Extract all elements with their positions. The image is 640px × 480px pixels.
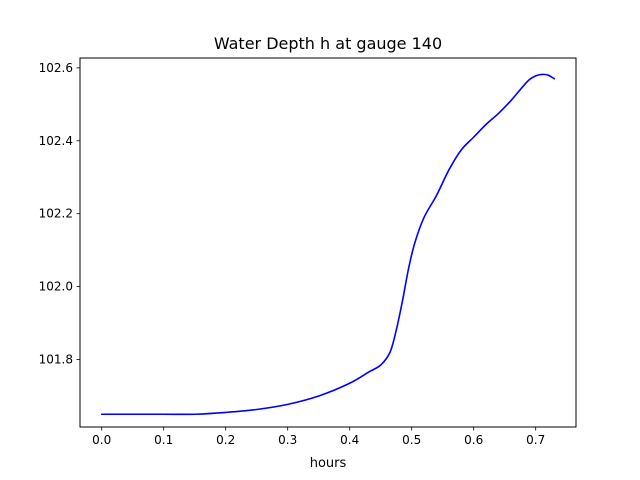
x-axis-label: hours bbox=[310, 456, 347, 471]
chart-title: Water Depth h at gauge 140 bbox=[214, 34, 442, 53]
x-tick-label: 0.3 bbox=[278, 433, 297, 447]
plot-frame bbox=[79, 57, 577, 428]
x-tick-label: 0.5 bbox=[402, 433, 421, 447]
x-tick-label: 0.6 bbox=[464, 433, 483, 447]
x-tick-label: 0.1 bbox=[154, 433, 173, 447]
y-tick-label: 102.4 bbox=[39, 134, 73, 148]
series-line bbox=[100, 73, 556, 416]
y-tick-label: 102.6 bbox=[39, 61, 73, 75]
x-tick-label: 0.7 bbox=[526, 433, 545, 447]
y-tick-label: 102.0 bbox=[39, 280, 73, 294]
x-tick-label: 0.2 bbox=[216, 433, 235, 447]
axes-layer: 0.0 0.1 0.2 0.3 0.4 0.5 0.6 0.7 101.8 102.0 102.2 1… bbox=[39, 61, 546, 447]
y-tick-label: 102.2 bbox=[39, 207, 73, 221]
y-tick-label: 101.8 bbox=[39, 353, 73, 367]
series-layer bbox=[100, 73, 556, 416]
x-tick-label: 0.0 bbox=[92, 433, 111, 447]
x-tick-label: 0.4 bbox=[340, 433, 359, 447]
